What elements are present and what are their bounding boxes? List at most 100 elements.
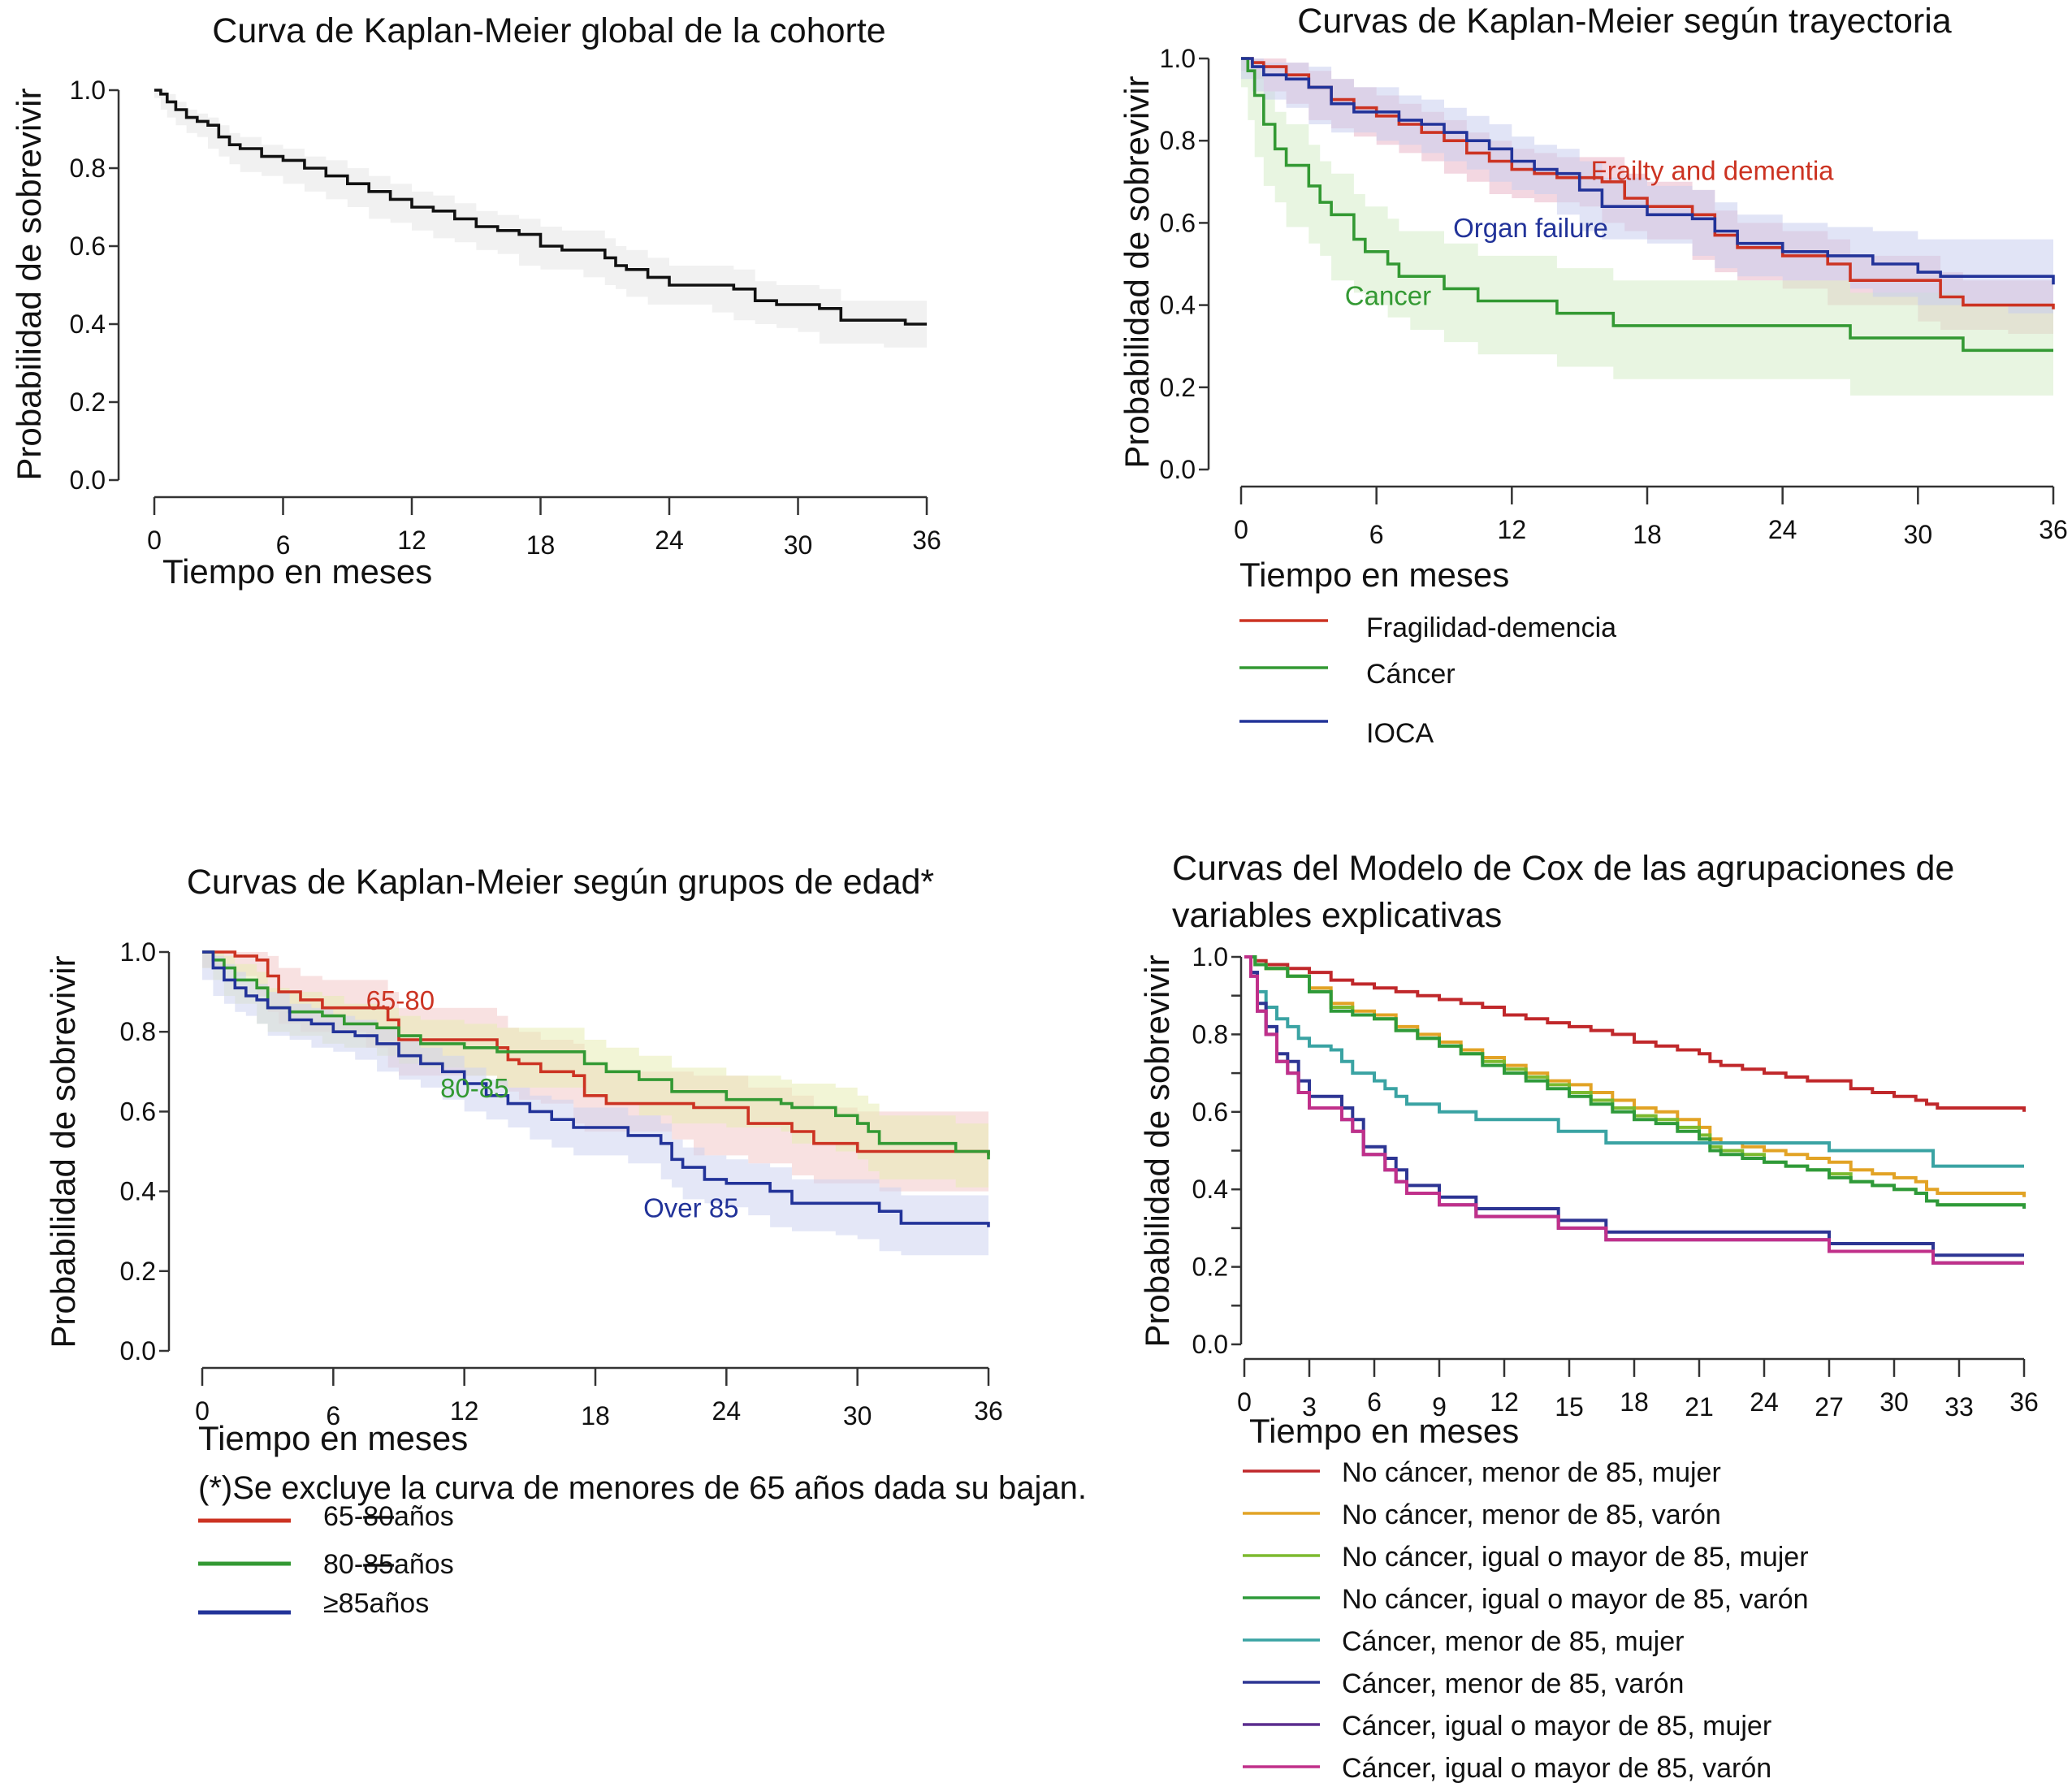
survival-curve-85anos: [202, 950, 990, 1227]
x-tick-label: 24: [655, 526, 684, 555]
legend-label-suffix: años: [394, 1501, 454, 1532]
x-tick-label: 21: [1685, 1392, 1714, 1422]
x-tick-label: 0: [1237, 1387, 1252, 1417]
x-tick-label: 12: [397, 526, 426, 555]
chart-legend: Fragilidad-demencia Cáncer IOCA: [1239, 612, 1616, 749]
y-tick-label: 0.4: [70, 309, 106, 339]
x-tick-label: 0: [1234, 515, 1248, 544]
y-tick-label: 0.0: [70, 465, 106, 495]
x-tick-label: 3: [1302, 1392, 1317, 1422]
legend-item: IOCA: [1239, 718, 1434, 749]
legend-item: Fragilidad-demencia: [1239, 612, 1616, 643]
y-tick-label: 0.8: [70, 154, 106, 183]
confidence-band-ioca: [1241, 58, 2053, 314]
survival-curve-cohorte-global: [154, 89, 927, 326]
legend-label: 80-85años: [323, 1549, 454, 1580]
legend-item: Cáncer, menor de 85, varón: [1243, 1668, 1684, 1699]
survival-curve-ioca: [1241, 57, 2055, 285]
y-axis-label: Probabilidad de sobrevivir: [10, 88, 48, 480]
curve-annotation-over-85: Over 85: [643, 1193, 738, 1223]
survival-curve-cancer-igual-o-mayor-de-85-varon: [1244, 955, 2024, 1265]
y-tick-label: 0.6: [1160, 208, 1196, 237]
x-tick-label: 18: [581, 1401, 610, 1430]
confidence-band-cohorte-global: [154, 90, 927, 348]
curve-annotation-65-80: 65-80: [366, 985, 435, 1015]
chart-km-edad: Curvas de Kaplan-Meier según grupos de e…: [44, 863, 1087, 1619]
legend-label: No cáncer, menor de 85, mujer: [1342, 1457, 1721, 1488]
x-tick-label: 30: [1880, 1387, 1909, 1417]
x-tick-label: 6: [276, 530, 291, 560]
x-tick-label: 36: [974, 1396, 1003, 1426]
y-tick-label: 1.0: [120, 937, 156, 967]
y-tick-label: 0.8: [120, 1017, 156, 1046]
y-tick-label: 0.2: [1192, 1253, 1228, 1282]
survival-curve-cancer-menor-de-85-mujer: [1244, 955, 2024, 1168]
x-tick-label: 0: [147, 526, 162, 555]
x-tick-label: 33: [1944, 1392, 1974, 1422]
legend-label: Cáncer, menor de 85, mujer: [1342, 1626, 1684, 1657]
x-tick-label: 12: [1498, 515, 1527, 544]
x-tick-label: 18: [1633, 520, 1662, 549]
chart-km-trayectoria: Curvas de Kaplan-Meier según trayectoria…: [1118, 2, 2068, 749]
chart-legend: No cáncer, menor de 85, mujer No cáncer, …: [1243, 1457, 1809, 1783]
x-tick-label: 18: [1620, 1387, 1649, 1417]
x-tick-label: 12: [1490, 1387, 1519, 1417]
chart-footnote: (*)Se excluye la curva de menores de 65 …: [198, 1470, 1087, 1506]
y-tick-label: 0.2: [70, 387, 106, 417]
legend-label: 65-80años: [323, 1501, 454, 1532]
y-tick-label: 0.8: [1192, 1019, 1228, 1049]
curve-annotation-organ-failure: Organ failure: [1453, 213, 1608, 243]
legend-item: Cáncer, menor de 85, mujer: [1243, 1626, 1684, 1657]
legend-label: Fragilidad-demencia: [1366, 612, 1616, 643]
x-tick-label: 18: [526, 530, 556, 560]
x-axis-label: Tiempo en meses: [198, 1419, 468, 1457]
legend-label-struck: 85: [363, 1549, 394, 1580]
y-tick-label: 0.6: [70, 232, 106, 261]
y-tick-label: 0.4: [1192, 1175, 1228, 1204]
chart-title: Curvas de Kaplan-Meier según grupos de e…: [187, 863, 935, 902]
chart-global-km: Curva de Kaplan-Meier global de la cohor…: [10, 11, 941, 591]
y-tick-label: 0.0: [1192, 1330, 1228, 1359]
survival-curve-65-80anos: [202, 950, 990, 1156]
x-tick-label: 6: [1367, 1387, 1382, 1417]
x-tick-label: 15: [1555, 1392, 1584, 1422]
chart-title-line: variables explicativas: [1172, 896, 1502, 935]
legend-label: Cáncer, igual o mayor de 85, mujer: [1342, 1711, 1771, 1742]
y-tick-label: 0.6: [120, 1097, 156, 1126]
x-tick-label: 30: [1904, 520, 1933, 549]
legend-label-prefix: 65-: [323, 1501, 363, 1532]
legend-item: No cáncer, menor de 85, mujer: [1243, 1457, 1721, 1488]
y-axis-label: Probabilidad de sobrevivir: [1138, 954, 1176, 1347]
survival-curve-no-cancer-menor-de-85-varon: [1244, 955, 2026, 1197]
y-tick-label: 0.0: [1160, 455, 1196, 484]
legend-label: No cáncer, igual o mayor de 85, mujer: [1342, 1542, 1809, 1573]
x-tick-label: 36: [2009, 1387, 2039, 1417]
survival-curve-no-cancer-menor-de-85-mujer: [1244, 955, 2026, 1112]
chart-title: Curva de Kaplan-Meier global de la cohor…: [212, 11, 885, 50]
legend-item: Cáncer, igual o mayor de 85, varón: [1243, 1753, 1771, 1783]
legend-label: IOCA: [1366, 718, 1434, 749]
x-tick-label: 24: [1768, 515, 1797, 544]
y-tick-label: 0.4: [120, 1177, 156, 1206]
y-tick-label: 1.0: [1192, 942, 1228, 972]
x-tick-label: 30: [843, 1401, 872, 1430]
y-axis-label: Probabilidad de sobrevivir: [1118, 76, 1156, 468]
x-tick-label: 9: [1432, 1392, 1447, 1422]
y-tick-label: 0.2: [1160, 373, 1196, 402]
y-tick-label: 0.8: [1160, 126, 1196, 155]
x-tick-label: 6: [1369, 520, 1384, 549]
x-tick-label: 12: [450, 1396, 479, 1426]
x-axis-label: Tiempo en meses: [1249, 1412, 1519, 1450]
y-tick-label: 1.0: [70, 76, 106, 105]
legend-item: Cáncer, igual o mayor de 85, mujer: [1243, 1711, 1771, 1742]
legend-item: 65-80años: [198, 1501, 454, 1532]
x-axis-label: Tiempo en meses: [1239, 556, 1509, 594]
y-tick-label: 0.2: [120, 1257, 156, 1286]
legend-item: Cáncer: [1239, 659, 1456, 690]
legend-label: No cáncer, igual o mayor de 85, varón: [1342, 1584, 1809, 1615]
legend-label-struck: 80: [363, 1501, 394, 1532]
y-tick-label: 1.0: [1160, 44, 1196, 73]
x-tick-label: 24: [712, 1396, 742, 1426]
legend-label-prefix: 80-: [323, 1549, 363, 1580]
